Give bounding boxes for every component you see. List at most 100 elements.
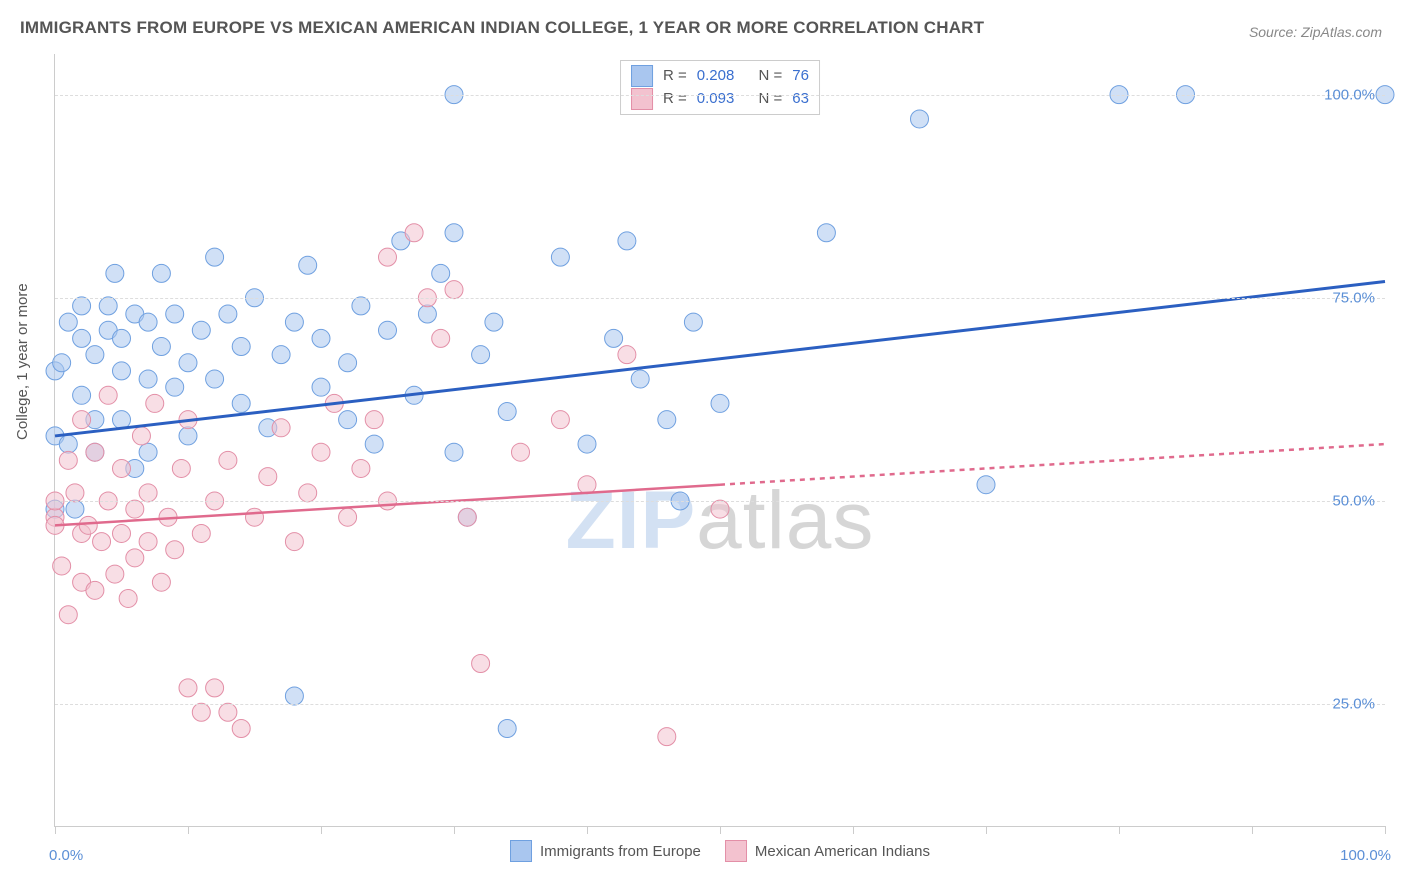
scatter-point [299,484,317,502]
scatter-point [132,427,150,445]
scatter-point [911,110,929,128]
x-tick [188,826,189,834]
gridline [55,501,1385,502]
scatter-point [578,435,596,453]
scatter-point [73,386,91,404]
scatter-point [86,443,104,461]
scatter-point [285,533,303,551]
scatter-point [312,443,330,461]
scatter-point [418,305,436,323]
scatter-point [618,232,636,250]
scatter-point [113,459,131,477]
scatter-point [219,703,237,721]
scatter-point [73,297,91,315]
scatter-point [93,533,111,551]
scatter-point [179,679,197,697]
scatter-point [432,264,450,282]
scatter-point [166,305,184,323]
scatter-point [139,370,157,388]
bottom-legend-item: Mexican American Indians [725,840,930,862]
scatter-point [146,394,164,412]
scatter-point [339,411,357,429]
scatter-point [618,346,636,364]
x-tick [986,826,987,834]
scatter-point [152,573,170,591]
scatter-point [139,443,157,461]
n-value: 63 [792,88,809,111]
scatter-point [817,224,835,242]
chart-title: IMMIGRANTS FROM EUROPE VS MEXICAN AMERIC… [20,18,984,38]
scatter-point [472,346,490,364]
scatter-point [512,443,530,461]
scatter-point [458,508,476,526]
scatter-point [86,581,104,599]
scatter-point [232,394,250,412]
scatter-point [312,329,330,347]
y-tick-label: 25.0% [1332,696,1375,713]
legend-label: Immigrants from Europe [540,843,701,860]
scatter-point [432,329,450,347]
scatter-point [232,719,250,737]
y-tick-label: 100.0% [1324,86,1375,103]
legend-swatch-blue [631,65,653,87]
scatter-point [99,386,117,404]
gridline [55,95,1385,96]
scatter-point [113,362,131,380]
r-label: R = [663,88,687,111]
scatter-point [166,541,184,559]
y-tick-label: 75.0% [1332,289,1375,306]
scatter-point [259,468,277,486]
scatter-point [59,606,77,624]
scatter-point [73,411,91,429]
scatter-point [299,256,317,274]
x-tick [587,826,588,834]
y-axis-label: College, 1 year or more [14,283,31,440]
gridline [55,298,1385,299]
scatter-point [53,557,71,575]
scatter-point [219,451,237,469]
r-value: 0.208 [697,65,735,88]
scatter-point [472,654,490,672]
scatter-point [192,703,210,721]
scatter-point [285,687,303,705]
scatter-point [977,476,995,494]
x-tick [55,826,56,834]
scatter-point [86,346,104,364]
scatter-point [272,346,290,364]
scatter-point [272,419,290,437]
scatter-point [59,313,77,331]
r-label: R = [663,65,687,88]
scatter-point [192,321,210,339]
stat-legend-row: R = 0.208 N = 76 [631,65,809,88]
y-tick-label: 50.0% [1332,492,1375,509]
scatter-point [179,427,197,445]
scatter-point [658,728,676,746]
scatter-point [99,297,117,315]
scatter-point [339,354,357,372]
scatter-point [485,313,503,331]
plot-svg [55,54,1385,826]
x-tick [720,826,721,834]
scatter-point [605,329,623,347]
gridline [55,704,1385,705]
scatter-point [152,338,170,356]
scatter-point [551,411,569,429]
stat-legend-row: R = 0.093 N = 63 [631,88,809,111]
x-axis-max-label: 100.0% [1340,847,1391,864]
scatter-point [684,313,702,331]
scatter-point [66,500,84,518]
scatter-point [172,459,190,477]
x-tick [1252,826,1253,834]
scatter-point [365,411,383,429]
scatter-point [352,459,370,477]
scatter-point [551,248,569,266]
scatter-point [113,524,131,542]
scatter-point [139,484,157,502]
scatter-point [232,338,250,356]
scatter-point [192,524,210,542]
scatter-point [152,264,170,282]
scatter-point [166,378,184,396]
scatter-point [352,297,370,315]
x-tick [321,826,322,834]
x-tick [454,826,455,834]
